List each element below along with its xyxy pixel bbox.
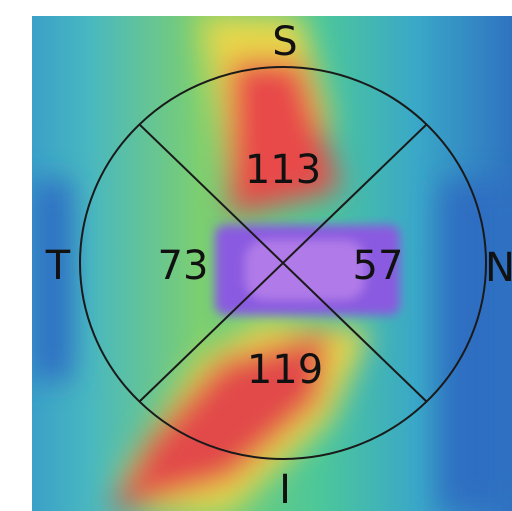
sector-value: 119	[247, 347, 323, 393]
thickness-map: S 113 T 73 N 57 I 119	[0, 0, 512, 511]
sector-value: 73	[158, 243, 209, 289]
sector-label: T	[45, 243, 71, 289]
sector-value: 113	[245, 147, 321, 193]
heatmap	[32, 16, 512, 511]
sector-label: S	[272, 19, 297, 65]
sector-label: I	[279, 467, 291, 511]
sector-value: 57	[353, 243, 404, 289]
sector-label: N	[485, 245, 512, 291]
